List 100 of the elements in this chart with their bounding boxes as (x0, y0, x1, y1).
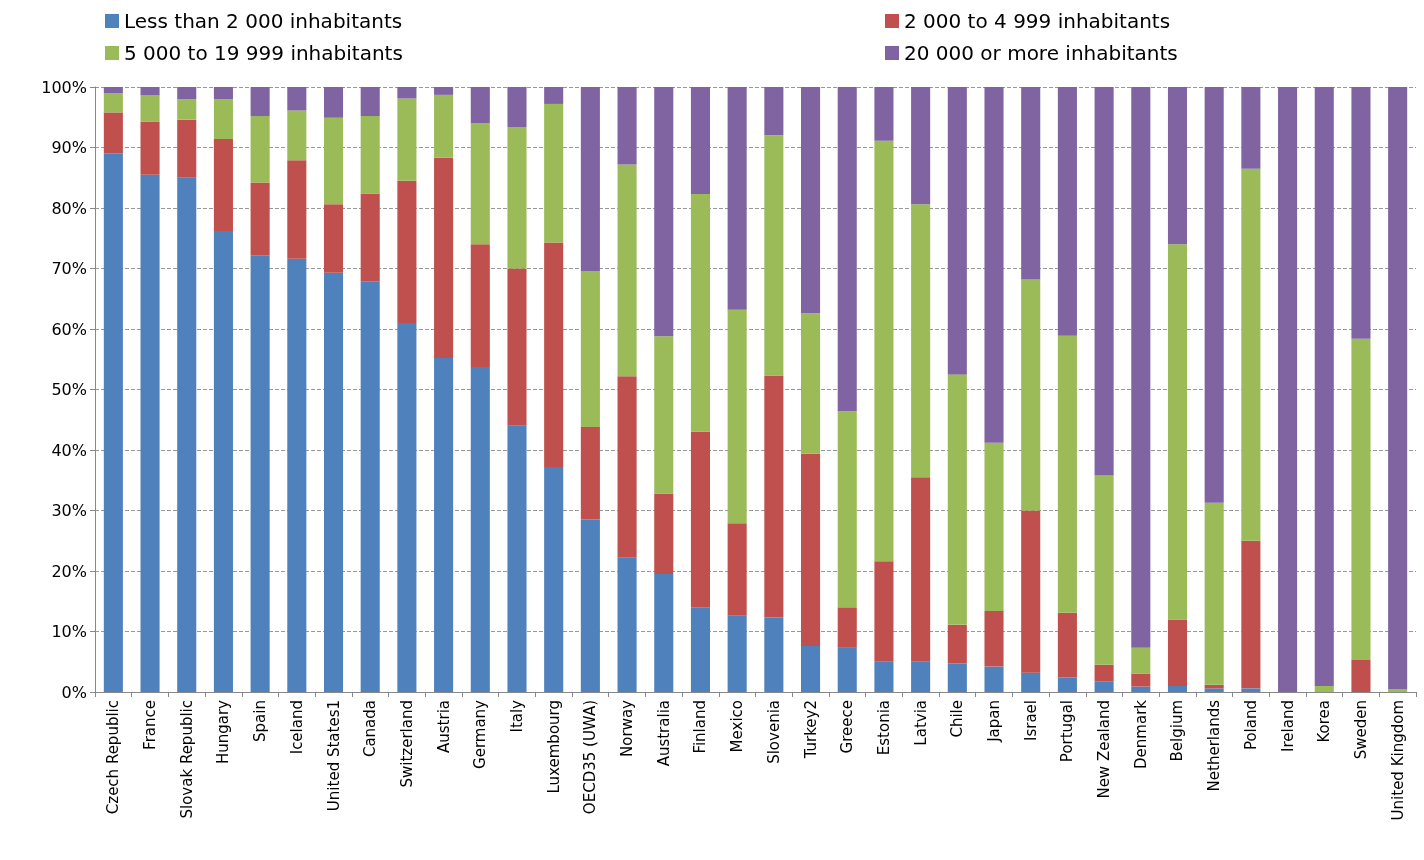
bar (1167, 685, 1188, 692)
bar (580, 519, 600, 692)
bar (1351, 87, 1371, 339)
x-tick-label: Turkey2 (801, 700, 820, 760)
bar (690, 431, 710, 608)
bar (397, 98, 417, 181)
bar (654, 87, 674, 337)
y-tick-label: 40% (51, 440, 87, 460)
bar (911, 87, 931, 205)
legend-label: 5 000 to 19 999 inhabitants (124, 41, 403, 65)
bar (140, 121, 160, 175)
bar (1057, 87, 1077, 336)
bar (1021, 510, 1041, 673)
bar (727, 523, 747, 616)
bar (1167, 87, 1188, 245)
x-tick-label: Czech Republic (104, 700, 123, 815)
bar (1021, 279, 1041, 511)
bar (654, 574, 674, 692)
bar (764, 135, 784, 376)
bar (434, 358, 454, 692)
bar (1204, 87, 1224, 503)
bar (1094, 87, 1114, 476)
bar (140, 87, 160, 96)
x-tick-label: Netherlands (1205, 699, 1224, 792)
bar (140, 95, 160, 122)
x-tick-label: Canada (361, 700, 380, 758)
x-tick-label: Austria (434, 700, 453, 753)
bar (1021, 87, 1041, 280)
bar (434, 87, 454, 95)
bar (1241, 168, 1261, 541)
x-tick-label: France (141, 700, 160, 750)
x-tick-label: Italy (507, 699, 526, 733)
x-tick-label: United Kingdom (1388, 700, 1407, 821)
bar (250, 182, 270, 256)
bar (727, 309, 747, 524)
x-tick-label: Denmark (1131, 699, 1150, 769)
bar (1167, 244, 1188, 620)
bar (1278, 87, 1298, 692)
x-tick-label: Spain (251, 700, 270, 742)
bar (1167, 619, 1188, 686)
bar (874, 561, 894, 662)
bar (801, 646, 821, 692)
x-tick-label: Belgium (1168, 700, 1187, 762)
bar (397, 322, 417, 692)
bar (103, 87, 123, 94)
bar (287, 258, 307, 692)
x-tick-label: Japan (985, 700, 1004, 743)
bar (323, 204, 344, 273)
bar (947, 374, 967, 625)
bar (947, 87, 967, 375)
bar (801, 313, 821, 454)
bar (837, 647, 857, 692)
bar (470, 123, 490, 245)
y-tick-label: 50% (51, 380, 87, 399)
bar (764, 87, 784, 136)
bar (140, 174, 160, 692)
y-tick-label: 100% (41, 77, 87, 97)
bar (947, 624, 967, 664)
bar (654, 493, 674, 575)
bar (103, 93, 123, 113)
bar (360, 193, 380, 282)
x-tick-label: United States1 (324, 700, 343, 812)
x-tick-label: Slovenia (764, 700, 783, 764)
bar (727, 615, 747, 692)
x-tick-label: Iceland (287, 700, 306, 755)
bar (1351, 659, 1371, 692)
bar (617, 164, 637, 377)
bar (1314, 685, 1334, 692)
bar (874, 661, 894, 692)
bar (1057, 335, 1077, 613)
bar (177, 87, 197, 100)
bar (947, 663, 967, 692)
bar (1131, 673, 1151, 687)
bar (1314, 87, 1334, 686)
x-tick-label: Finland (691, 700, 710, 754)
bar (250, 87, 270, 117)
bar (397, 180, 417, 323)
bar (470, 244, 490, 368)
bar (1204, 502, 1224, 685)
y-tick-label: 60% (51, 319, 87, 339)
x-tick-label: Germany (471, 699, 490, 769)
bar (507, 126, 527, 269)
bar (287, 160, 307, 259)
bar (727, 87, 747, 310)
y-tick-label: 80% (51, 198, 87, 218)
bar (654, 336, 674, 494)
x-tick-label: Portugal (1058, 700, 1077, 763)
bar (177, 177, 197, 692)
bar (1388, 87, 1408, 690)
x-tick-label: Mexico (728, 700, 747, 753)
x-tick-label: Latvia (911, 700, 930, 746)
bar (984, 87, 1004, 443)
bar (580, 270, 600, 428)
bar (801, 87, 821, 314)
bar (544, 242, 564, 467)
bar (1094, 475, 1114, 665)
bar (287, 87, 307, 111)
bar (103, 153, 123, 692)
bar (507, 268, 527, 426)
x-tick-label: Switzerland (397, 700, 416, 788)
